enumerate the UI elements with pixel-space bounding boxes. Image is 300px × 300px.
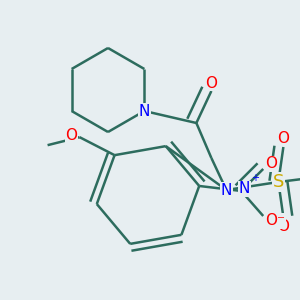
Text: O: O bbox=[66, 128, 78, 143]
Text: N: N bbox=[238, 182, 250, 196]
Text: O: O bbox=[278, 218, 290, 233]
Text: +: + bbox=[251, 173, 259, 183]
Text: N: N bbox=[139, 103, 150, 118]
Text: O⁻: O⁻ bbox=[265, 214, 285, 229]
Text: O: O bbox=[265, 157, 277, 172]
Text: N: N bbox=[221, 182, 232, 197]
Text: S: S bbox=[273, 173, 284, 191]
Text: O: O bbox=[206, 76, 218, 91]
Text: O: O bbox=[278, 130, 290, 146]
